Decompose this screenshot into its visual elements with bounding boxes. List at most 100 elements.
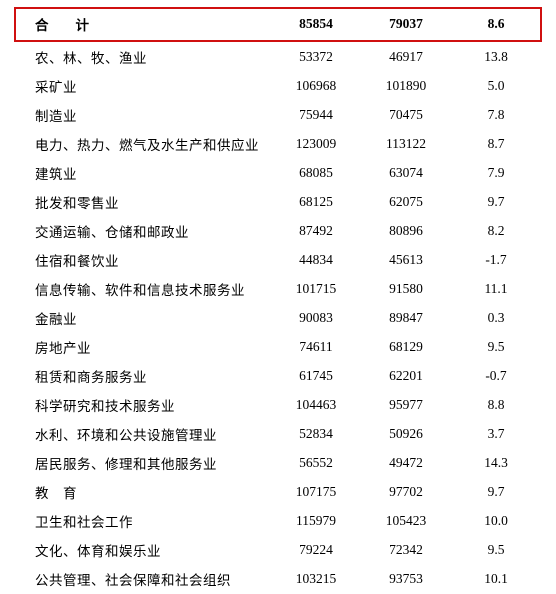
table-row: 信息传输、软件和信息技术服务业1017159158011.1 [15,275,541,304]
row-col2: 95977 [361,391,451,420]
summary-col1: 85854 [271,8,361,41]
table-row: 房地产业74611681299.5 [15,333,541,362]
row-col2: 97702 [361,478,451,507]
row-col3: 8.2 [451,217,541,246]
row-label: 金融业 [15,304,271,333]
row-label: 信息传输、软件和信息技术服务业 [15,275,271,304]
row-label: 房地产业 [15,333,271,362]
table-row: 批发和零售业68125620759.7 [15,188,541,217]
row-label: 科学研究和技术服务业 [15,391,271,420]
row-label: 交通运输、仓储和邮政业 [15,217,271,246]
table-row: 制造业75944704757.8 [15,101,541,130]
row-col2: 89847 [361,304,451,333]
row-col1: 87492 [271,217,361,246]
table-row: 科学研究和技术服务业104463959778.8 [15,391,541,420]
table-row: 卫生和社会工作11597910542310.0 [15,507,541,536]
row-col3: 9.5 [451,333,541,362]
row-col3: 5.0 [451,72,541,101]
row-col1: 74611 [271,333,361,362]
row-col2: 62075 [361,188,451,217]
row-col3: 7.8 [451,101,541,130]
row-col1: 79224 [271,536,361,565]
row-col1: 107175 [271,478,361,507]
row-col3: 8.7 [451,130,541,159]
table-row: 建筑业68085630747.9 [15,159,541,188]
row-col1: 101715 [271,275,361,304]
row-col3: -0.7 [451,362,541,391]
row-col2: 80896 [361,217,451,246]
table-row: 农、林、牧、渔业533724691713.8 [15,43,541,72]
row-col2: 93753 [361,565,451,594]
row-label: 教 育 [15,478,271,507]
row-col1: 44834 [271,246,361,275]
row-col1: 75944 [271,101,361,130]
row-label: 电力、热力、燃气及水生产和供应业 [15,130,271,159]
row-label: 住宿和餐饮业 [15,246,271,275]
row-label: 居民服务、修理和其他服务业 [15,449,271,478]
row-label: 采矿业 [15,72,271,101]
row-col3: 9.7 [451,188,541,217]
row-col1: 61745 [271,362,361,391]
row-col1: 90083 [271,304,361,333]
row-col3: 9.5 [451,536,541,565]
table-row: 公共管理、社会保障和社会组织1032159375310.1 [15,565,541,594]
row-col2: 46917 [361,43,451,72]
row-col3: 14.3 [451,449,541,478]
row-col2: 70475 [361,101,451,130]
row-col1: 106968 [271,72,361,101]
row-col2: 49472 [361,449,451,478]
row-label: 制造业 [15,101,271,130]
row-col1: 68125 [271,188,361,217]
table-row: 租赁和商务服务业6174562201-0.7 [15,362,541,391]
row-col2: 62201 [361,362,451,391]
row-col2: 50926 [361,420,451,449]
row-col2: 113122 [361,130,451,159]
row-label: 农、林、牧、渔业 [15,43,271,72]
row-col3: 13.8 [451,43,541,72]
row-col1: 115979 [271,507,361,536]
row-label: 批发和零售业 [15,188,271,217]
summary-col2: 79037 [361,8,451,41]
table-row: 电力、热力、燃气及水生产和供应业1230091131228.7 [15,130,541,159]
row-col3: 0.3 [451,304,541,333]
row-col2: 72342 [361,536,451,565]
table-row: 文化、体育和娱乐业79224723429.5 [15,536,541,565]
row-col2: 105423 [361,507,451,536]
row-col1: 56552 [271,449,361,478]
row-col3: -1.7 [451,246,541,275]
table-row: 住宿和餐饮业4483445613-1.7 [15,246,541,275]
row-col2: 63074 [361,159,451,188]
row-label: 水利、环境和公共设施管理业 [15,420,271,449]
row-col1: 52834 [271,420,361,449]
row-col2: 101890 [361,72,451,101]
table-row: 金融业90083898470.3 [15,304,541,333]
row-col2: 91580 [361,275,451,304]
row-col1: 104463 [271,391,361,420]
row-label: 文化、体育和娱乐业 [15,536,271,565]
industry-wage-table: 合计 85854 79037 8.6 农、林、牧、渔业533724691713.… [15,8,541,594]
row-label: 建筑业 [15,159,271,188]
table-row: 交通运输、仓储和邮政业87492808968.2 [15,217,541,246]
row-col3: 9.7 [451,478,541,507]
row-col3: 8.8 [451,391,541,420]
table-row: 采矿业1069681018905.0 [15,72,541,101]
row-col2: 45613 [361,246,451,275]
table-row: 居民服务、修理和其他服务业565524947214.3 [15,449,541,478]
row-col1: 53372 [271,43,361,72]
summary-col3: 8.6 [451,8,541,41]
row-label: 租赁和商务服务业 [15,362,271,391]
row-col2: 68129 [361,333,451,362]
table-row: 教 育107175977029.7 [15,478,541,507]
row-col1: 123009 [271,130,361,159]
row-col1: 68085 [271,159,361,188]
row-col3: 7.9 [451,159,541,188]
row-col3: 10.1 [451,565,541,594]
row-col3: 10.0 [451,507,541,536]
row-col3: 11.1 [451,275,541,304]
summary-row: 合计 85854 79037 8.6 [15,8,541,41]
summary-label: 合计 [15,8,271,41]
row-label: 卫生和社会工作 [15,507,271,536]
row-col1: 103215 [271,565,361,594]
row-col3: 3.7 [451,420,541,449]
table-row: 水利、环境和公共设施管理业52834509263.7 [15,420,541,449]
